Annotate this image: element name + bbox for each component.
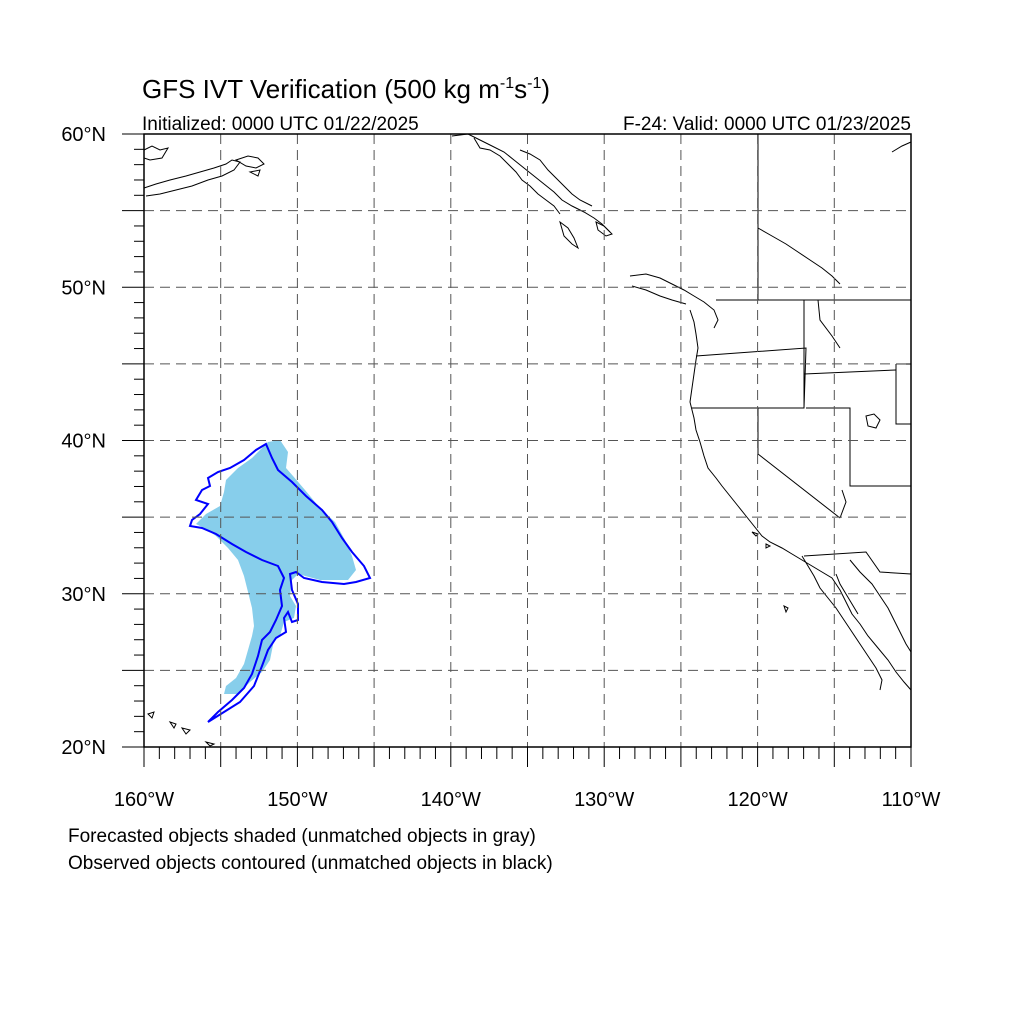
observed-object-contour (188, 442, 372, 723)
longitude-labels: 160°W 150°W 140°W 130°W 120°W 110°W (114, 789, 941, 811)
longitude-label: 160°W (114, 789, 174, 811)
latitude-label: 20°N (61, 737, 106, 759)
chart-title: GFS IVT Verification (500 kg m-1s-1) (142, 74, 550, 104)
political-boundaries (692, 134, 912, 575)
legend-observed-note: Observed objects contoured (unmatched ob… (68, 853, 553, 874)
axis-ticks (122, 133, 912, 767)
latitude-label: 30°N (61, 584, 106, 606)
latitude-label: 60°N (61, 124, 106, 146)
longitude-label: 120°W (727, 789, 787, 811)
coastlines (143, 133, 912, 747)
latitude-labels: 60°N 50°N 40°N 30°N 20°N (61, 124, 106, 759)
longitude-label: 150°W (267, 789, 327, 811)
latitude-label: 50°N (61, 277, 106, 299)
map-plot-area (122, 133, 912, 767)
legend-forecast-note: Forecasted objects shaded (unmatched obj… (68, 826, 536, 847)
longitude-label: 130°W (574, 789, 634, 811)
lat-lon-gridlines (144, 134, 911, 747)
valid-label: F-24: Valid: 0000 UTC 01/23/2025 (623, 114, 911, 135)
longitude-label: 110°W (882, 789, 941, 811)
forecast-object (196, 440, 356, 694)
latitude-label: 40°N (61, 431, 106, 453)
longitude-label: 140°W (421, 789, 481, 811)
initialized-label: Initialized: 0000 UTC 01/22/2025 (142, 114, 419, 135)
